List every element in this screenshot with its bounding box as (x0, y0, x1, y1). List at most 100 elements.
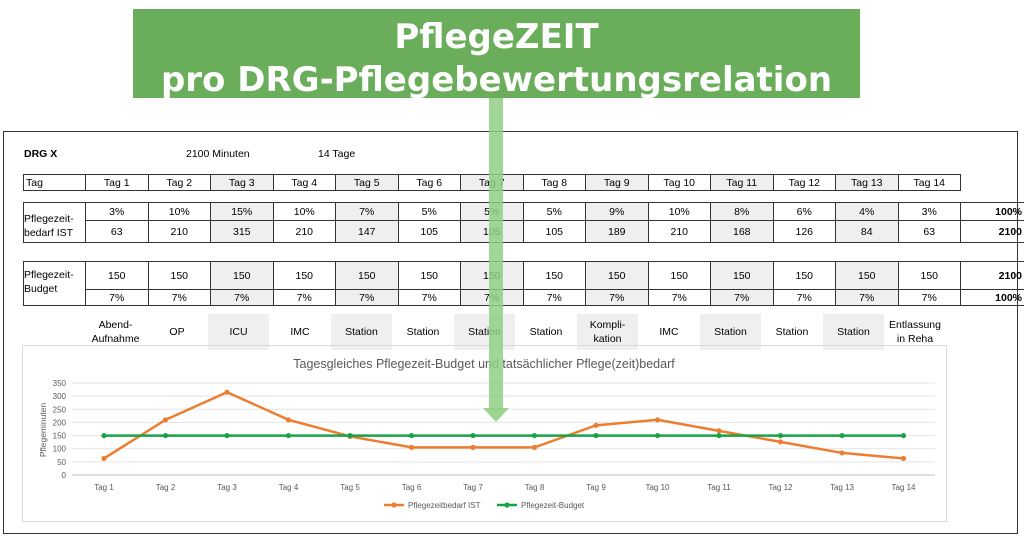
istpct-cell: 10% (272, 202, 336, 221)
chart-title: Tagesgleiches Pflegezeit-Budget und tats… (293, 357, 675, 371)
istpct-cell: 5% (522, 202, 586, 221)
ist-table: 3%10%15%10%7%5%5%5%9%10%8%6%4%3%100% 632… (23, 202, 1024, 243)
tagrow-cell: Tag 3 (210, 174, 274, 191)
x-tick-label: Tag 2 (156, 483, 176, 492)
drg-label: DRG X (24, 148, 58, 160)
phase-label: Abend- Aufnahme (91, 319, 140, 345)
x-tick-label: Tag 13 (830, 483, 855, 492)
data-point (162, 417, 169, 423)
phase-label: Station (823, 314, 884, 350)
x-tick-label: Tag 1 (94, 483, 114, 492)
data-point (654, 432, 661, 439)
data-point (716, 428, 722, 434)
istpct-cell: 8% (710, 202, 774, 221)
phase-label: IMC (659, 326, 679, 338)
banner-title-line2: pro DRG-Pflegebewertungsrelation (160, 60, 833, 100)
x-tick-label: Tag 10 (645, 483, 670, 492)
y-tick-label: 0 (62, 471, 67, 480)
tagrow-cell: Tag 1 (85, 174, 149, 191)
days-label: 14 Tage (318, 148, 356, 160)
legend-label: Pflegezeitbedarf IST (408, 501, 481, 510)
data-point (224, 432, 230, 439)
data-point (531, 444, 538, 450)
data-point (470, 432, 476, 439)
legend-label: Pflegezeit-Budget (521, 501, 585, 510)
tagrow-cell: Tag 11 (710, 174, 774, 191)
data-point (839, 450, 845, 456)
budpct-cell: 7% (85, 289, 149, 306)
phase-label: Station (775, 326, 809, 338)
data-point (716, 432, 722, 439)
y-tick-label: 50 (57, 458, 66, 467)
budmin-cell: 150 (397, 261, 461, 290)
banner-title-line1: PflegeZEIT (394, 17, 599, 57)
arrow-down-icon (483, 408, 509, 422)
istpct-total: 100% (960, 202, 1024, 221)
tagrow-cell: Tag 9 (585, 174, 649, 191)
istmin-cell: 189 (585, 220, 649, 243)
phase-label: Station (700, 314, 761, 350)
budmin-cell: 150 (897, 261, 961, 290)
data-point (408, 444, 415, 450)
budpct-cell: 7% (210, 289, 274, 306)
phase-label: Station (331, 314, 392, 350)
budpct-cell: 7% (522, 289, 586, 306)
data-point (900, 455, 907, 462)
phase-label: IMC (290, 326, 310, 338)
tagrow-cell: Tag 4 (272, 174, 336, 191)
data-point (593, 432, 599, 439)
data-point (470, 444, 476, 450)
title-banner: PflegeZEIT pro DRG-Pflegebewertungsrelat… (133, 9, 860, 100)
y-axis-label: Pflegeminuten (38, 403, 48, 458)
istmin-cell: 105 (522, 220, 586, 243)
data-point (285, 417, 292, 423)
content-frame (3, 131, 1018, 534)
istpct-cell: 5% (397, 202, 461, 221)
tagrow-cell: Tag 5 (335, 174, 399, 191)
x-tick-label: Tag 7 (463, 483, 483, 492)
data-point (101, 455, 107, 462)
x-tick-label: Tag 3 (217, 483, 237, 492)
istpct-cell: 15% (210, 202, 274, 221)
tagrow-cell: Tag 6 (397, 174, 461, 191)
istmin-cell: 84 (835, 220, 899, 243)
budpct-total: 100% (960, 289, 1024, 306)
istmin-cell: 168 (710, 220, 774, 243)
data-point (531, 432, 538, 439)
x-tick-label: Tag 5 (340, 483, 360, 492)
x-tick-label: Tag 9 (586, 483, 606, 492)
budmin-cell: 150 (835, 261, 899, 290)
data-point (224, 389, 230, 395)
budpct-cell: 7% (710, 289, 774, 306)
budmin-cell: 150 (210, 261, 274, 290)
y-tick-label: 250 (53, 405, 67, 414)
legend-marker (391, 502, 397, 508)
data-point (285, 432, 292, 439)
budpct-cell: 7% (835, 289, 899, 306)
phase-label: Station (529, 326, 563, 338)
istmin-cell: 126 (772, 220, 836, 243)
data-point (839, 432, 845, 439)
x-tick-label: Tag 12 (768, 483, 793, 492)
y-tick-label: 300 (53, 392, 67, 401)
data-point (162, 432, 169, 439)
y-tick-label: 350 (53, 379, 67, 388)
budpct-cell: 7% (647, 289, 711, 306)
x-tick-label: Tag 4 (279, 483, 299, 492)
y-tick-label: 100 (53, 445, 67, 454)
budpct-cell: 7% (335, 289, 399, 306)
data-point (101, 432, 107, 439)
budpct-cell: 7% (772, 289, 836, 306)
data-point (347, 432, 353, 439)
x-tick-label: Tag 14 (891, 483, 916, 492)
data-point (593, 422, 599, 428)
arrow-shaft (489, 98, 503, 410)
x-tick-label: Tag 11 (707, 483, 731, 492)
istmin-cell: 315 (210, 220, 274, 243)
phase-label: Station (454, 314, 515, 350)
budmin-cell: 150 (585, 261, 649, 290)
budpct-cell: 7% (897, 289, 961, 306)
istmin-cell: 105 (397, 220, 461, 243)
y-tick-label: 200 (53, 418, 67, 427)
